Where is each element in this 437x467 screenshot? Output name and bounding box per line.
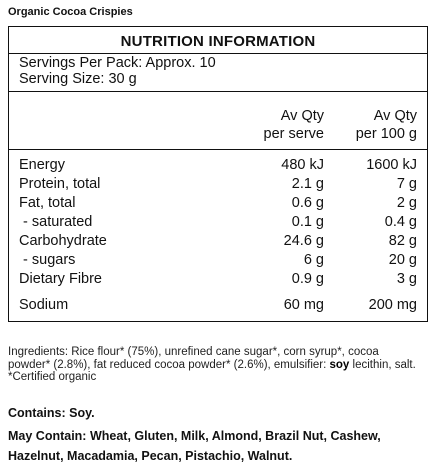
nutrient-label: Protein, total <box>19 176 101 192</box>
ingredients-prefix: Ingredients: Rice flour* (75%), unrefine… <box>8 346 379 371</box>
contains-statement: Contains: Soy. <box>8 406 95 420</box>
column-header-line: per 100 g <box>355 126 417 142</box>
nutrient-label: Sodium <box>19 297 69 313</box>
may-contain-statement: May Contain: Wheat, Gluten, Milk, Almond… <box>8 429 381 463</box>
nutrient-row-dietary-fibre: Dietary Fibre 0.9 g 3 g <box>9 271 427 290</box>
per-100g-value: 7 g <box>396 176 417 192</box>
panel-title: NUTRITION INFORMATION <box>120 33 316 50</box>
nutrient-label: Carbohydrate <box>19 233 107 249</box>
per-100g-value: 2 g <box>396 195 417 211</box>
ingredients-suffix: lecithin, salt. *Certified organic <box>8 358 416 384</box>
per-100g-value: 20 g <box>388 252 417 268</box>
column-header-line: Av Qty <box>373 108 417 124</box>
serving-size: Serving Size: 30 g <box>19 71 137 87</box>
nutrient-row-carbohydrate: Carbohydrate 24.6 g 82 g <box>9 233 427 252</box>
per-serve-value: 24.6 g <box>283 233 324 249</box>
nutrient-label: - sugars <box>19 252 76 268</box>
per-serve-value: 60 mg <box>283 297 324 313</box>
ingredients-allergen-soy: soy <box>329 358 350 371</box>
per-serve-value: 6 g <box>303 252 324 268</box>
column-header-per-100g: Av Qty per 100 g <box>356 107 417 143</box>
nutrient-row-sodium: Sodium 60 mg 200 mg <box>9 297 427 316</box>
nutrient-row-saturated: - saturated 0.1 g 0.4 g <box>9 214 427 233</box>
nutrient-label: - saturated <box>19 214 93 230</box>
per-100g-value: 3 g <box>396 271 417 287</box>
nutrient-row-protein: Protein, total 2.1 g 7 g <box>9 176 427 195</box>
per-100g-value: 200 mg <box>368 297 417 313</box>
divider <box>9 149 427 150</box>
per-serve-value: 0.9 g <box>291 271 324 287</box>
column-header-line: per serve <box>263 126 324 142</box>
product-name: Organic Cocoa Crispies <box>8 6 133 18</box>
nutrient-label: Dietary Fibre <box>19 271 102 287</box>
nutrient-row-fat: Fat, total 0.6 g 2 g <box>9 195 427 214</box>
per-serve-value: 0.1 g <box>291 214 324 230</box>
per-serve-value: 480 kJ <box>281 157 324 173</box>
divider <box>9 53 427 54</box>
divider <box>9 91 427 92</box>
per-serve-value: 0.6 g <box>291 195 324 211</box>
ingredients-text: Ingredients: Rice flour* (75%), unrefine… <box>8 346 418 384</box>
per-serve-value: 2.1 g <box>291 176 324 192</box>
per-100g-value: 82 g <box>388 233 417 249</box>
column-header-line: Av Qty <box>280 108 324 124</box>
nutrition-panel: NUTRITION INFORMATION Servings Per Pack:… <box>8 26 428 322</box>
per-100g-value: 1600 kJ <box>366 157 417 173</box>
nutrient-label: Energy <box>19 157 65 173</box>
per-100g-value: 0.4 g <box>384 214 417 230</box>
nutrient-row-sugars: - sugars 6 g 20 g <box>9 252 427 271</box>
nutrient-label: Fat, total <box>19 195 76 211</box>
column-header-per-serve: Av Qty per serve <box>264 107 324 143</box>
servings-per-pack: Servings Per Pack: Approx. 10 <box>19 55 216 71</box>
nutrient-row-energy: Energy 480 kJ 1600 kJ <box>9 157 427 176</box>
